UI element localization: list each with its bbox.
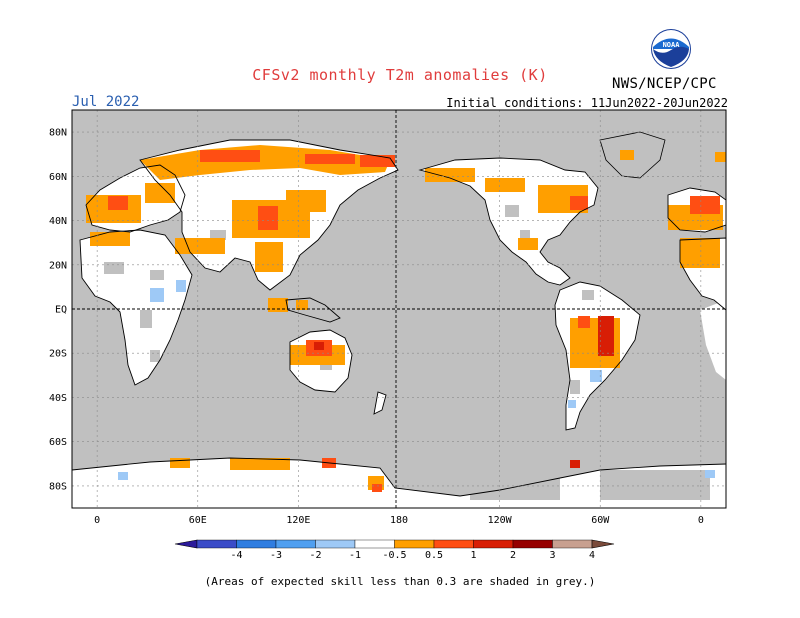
colorbar-tick-label: -4 [230, 550, 242, 561]
colorbar-tick-label: -1 [349, 550, 361, 561]
logo-text: NOAA [663, 41, 681, 49]
colorbar-box [433, 539, 474, 549]
coastlines [72, 139, 726, 497]
colorbar-box [354, 539, 395, 549]
longitude-label: 120E [286, 515, 310, 526]
longitude-labels: 0 60E 120E 180 120W 60W 0 [94, 515, 704, 526]
longitude-label: 120W [488, 515, 513, 526]
map-frame [71, 109, 727, 509]
anomaly-darkred [314, 316, 614, 468]
colorbar-box [512, 539, 553, 549]
colorbar-box [275, 539, 316, 549]
latitude-label: 20N [49, 260, 67, 271]
longitude-label: 60E [189, 515, 207, 526]
colorbar-boxes [174, 539, 615, 549]
colorbar-tick-label: 0.5 [425, 550, 443, 561]
land-south-america-east [700, 300, 726, 380]
longitude-label: 60W [591, 515, 610, 526]
map-title: CFSv2 monthly T2m anomalies (K) [252, 66, 548, 84]
initial-conditions: Initial conditions: 11Jun2022-20Jun2022 [446, 96, 728, 110]
colorbar-tick-label: -3 [270, 550, 282, 561]
land-layer [72, 131, 726, 508]
colorbar-box [552, 539, 593, 549]
footnote: (Areas of expected skill less than 0.3 a… [204, 575, 596, 588]
anomaly-map: 80N 60N 40N 20N EQ 20S 40S 60S 80S 0 60E 120E 180 12… [49, 109, 727, 526]
land-antarctica [72, 458, 726, 508]
latitude-label: 80S [49, 481, 67, 492]
colorbar-tick-label: 2 [510, 550, 516, 561]
colorbar-min-arrow [174, 539, 198, 549]
gridlines [72, 110, 726, 508]
latitude-label: 40S [49, 393, 67, 404]
valid-month: Jul 2022 [72, 94, 140, 110]
colorbar-box [394, 539, 435, 549]
latitude-label: 80N [49, 128, 67, 139]
colorbar-box [473, 539, 514, 549]
colorbar-tick-label: -2 [309, 550, 321, 561]
colorbar-max-arrow [591, 539, 615, 549]
colorbar-tick-label: 3 [549, 550, 555, 561]
longitude-label: 0 [698, 515, 704, 526]
anomaly-lightblue [118, 280, 715, 480]
latitude-label: EQ [55, 305, 67, 316]
agency-label: NWS/NCEP/CPC [612, 76, 717, 92]
longitude-label: 180 [390, 515, 408, 526]
colorbar-tick-label: -0.5 [382, 550, 406, 561]
latitude-label: 40N [49, 216, 67, 227]
colorbar-tick-labels: -4 -3 -2 -1 -0.5 0.5 1 2 3 4 [230, 550, 595, 561]
colorbar-tick-label: 1 [470, 550, 476, 561]
noaa-logo: NOAA [651, 29, 691, 69]
colorbar-box [196, 539, 237, 549]
latitude-label: 60S [49, 437, 67, 448]
latitude-label: 20S [49, 349, 67, 360]
colorbar-tick-label: 4 [589, 550, 595, 561]
colorbar-box [315, 539, 356, 549]
longitude-label: 0 [94, 515, 100, 526]
latitude-labels: 80N 60N 40N 20N EQ 20S 40S 60S 80S [49, 128, 67, 493]
latitude-label: 60N [49, 172, 67, 183]
colorbar-box [236, 539, 277, 549]
